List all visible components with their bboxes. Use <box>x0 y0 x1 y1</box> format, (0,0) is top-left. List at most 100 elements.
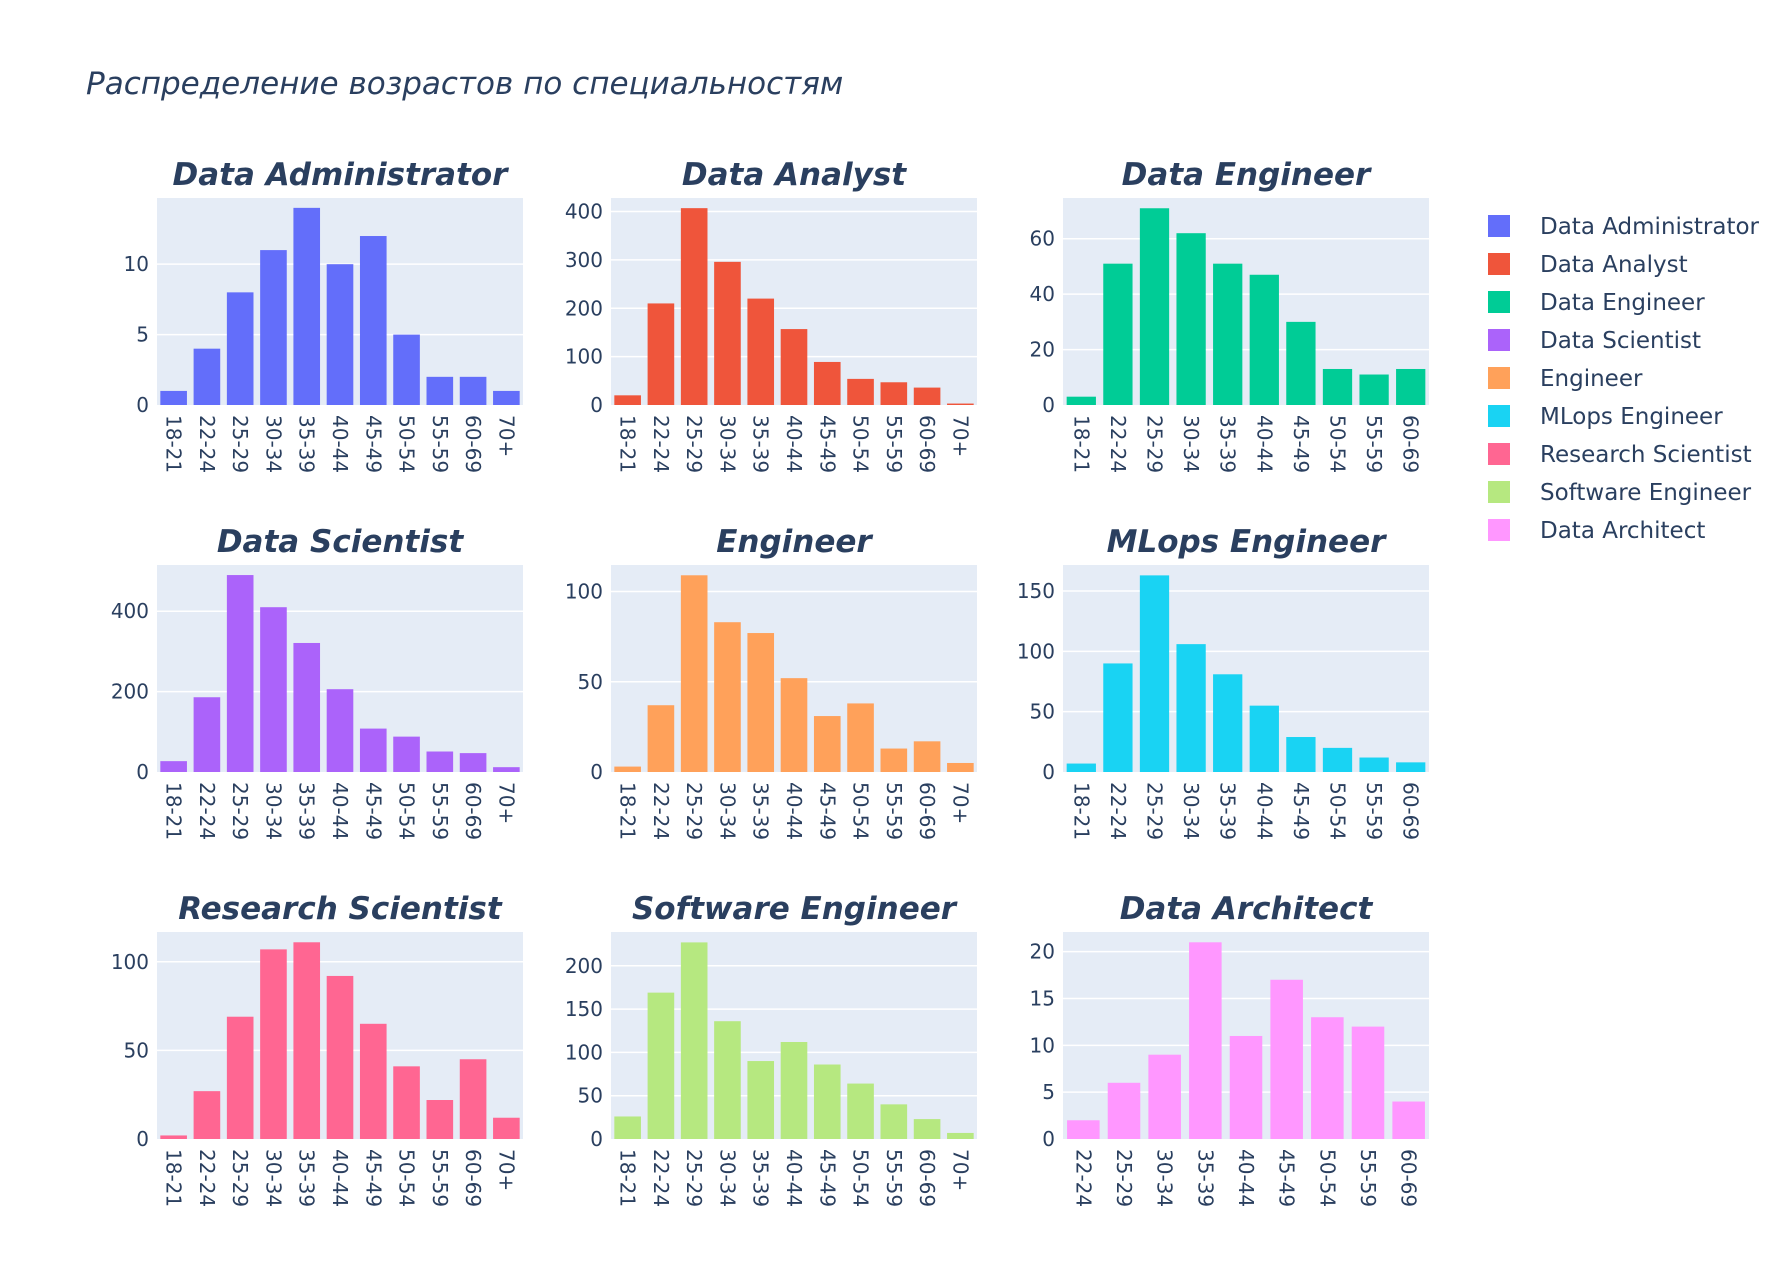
bar-30-34[interactable] <box>1176 644 1206 772</box>
bar-60-69[interactable] <box>1392 1101 1425 1139</box>
bar-40-44[interactable] <box>1249 274 1279 405</box>
bar-25-29[interactable] <box>1139 208 1170 405</box>
bar-70[interactable] <box>947 1132 974 1139</box>
bar-45-49[interactable] <box>359 1023 387 1139</box>
bar-22-24[interactable] <box>193 697 221 772</box>
bar-35-39[interactable] <box>747 298 775 405</box>
bar-40-44[interactable] <box>1229 1035 1263 1139</box>
legend-item-mlops-engineer[interactable]: MLops Engineer <box>1488 404 1723 430</box>
bar-35-39[interactable] <box>1213 674 1243 772</box>
legend-item-engineer[interactable]: Engineer <box>1488 366 1643 392</box>
bar-30-34[interactable] <box>260 607 287 772</box>
bar-30-34[interactable] <box>260 250 287 405</box>
bar-45-49[interactable] <box>813 716 841 772</box>
bar-60-69[interactable] <box>459 1059 487 1139</box>
bar-60-69[interactable] <box>459 376 487 405</box>
bar-25-29[interactable] <box>680 942 708 1139</box>
bar-18-21[interactable] <box>614 395 641 405</box>
bar-40-44[interactable] <box>780 678 808 772</box>
bar-45-49[interactable] <box>1286 321 1316 405</box>
legend-item-research-scientist[interactable]: Research Scientist <box>1488 442 1752 468</box>
bar-70[interactable] <box>493 1117 520 1139</box>
bar-40-44[interactable] <box>326 689 354 772</box>
bar-18-21[interactable] <box>614 1116 641 1139</box>
bar-25-29[interactable] <box>680 208 708 405</box>
bar-22-24[interactable] <box>647 992 675 1139</box>
bar-45-49[interactable] <box>359 236 387 405</box>
bar-60-69[interactable] <box>1396 368 1426 405</box>
bar-40-44[interactable] <box>780 329 808 405</box>
bar-55-59[interactable] <box>426 751 454 772</box>
bar-55-59[interactable] <box>1351 1026 1385 1139</box>
bar-45-49[interactable] <box>1286 737 1316 772</box>
bar-40-44[interactable] <box>1249 705 1279 772</box>
bar-18-21[interactable] <box>1066 396 1096 405</box>
bar-60-69[interactable] <box>459 753 487 772</box>
bar-22-24[interactable] <box>647 303 675 405</box>
bar-50-54[interactable] <box>393 334 420 405</box>
bar-50-54[interactable] <box>1322 368 1353 405</box>
bar-45-49[interactable] <box>813 1064 841 1139</box>
bar-18-21[interactable] <box>614 766 641 772</box>
bar-35-39[interactable] <box>293 207 321 405</box>
bar-40-44[interactable] <box>326 264 354 405</box>
bar-60-69[interactable] <box>913 387 941 405</box>
bar-55-59[interactable] <box>880 1104 908 1139</box>
bar-55-59[interactable] <box>1359 757 1389 772</box>
bar-55-59[interactable] <box>426 376 454 405</box>
bar-35-39[interactable] <box>747 1061 775 1139</box>
bar-55-59[interactable] <box>426 1100 454 1139</box>
bar-35-39[interactable] <box>747 633 775 772</box>
bar-22-24[interactable] <box>1103 663 1133 772</box>
bar-25-29[interactable] <box>226 575 254 772</box>
bar-45-49[interactable] <box>359 728 387 772</box>
bar-25-29[interactable] <box>226 292 254 405</box>
legend-item-data-analyst[interactable]: Data Analyst <box>1488 252 1688 278</box>
bar-35-39[interactable] <box>293 942 321 1139</box>
bar-45-49[interactable] <box>813 361 841 405</box>
bar-50-54[interactable] <box>847 378 874 405</box>
bar-50-54[interactable] <box>393 736 420 772</box>
bar-18-21[interactable] <box>160 761 187 772</box>
bar-40-44[interactable] <box>326 975 354 1139</box>
bar-22-24[interactable] <box>647 705 675 772</box>
bar-55-59[interactable] <box>880 748 908 772</box>
bar-50-54[interactable] <box>393 1066 420 1139</box>
bar-30-34[interactable] <box>714 261 741 405</box>
legend[interactable]: Data Administrator Data Analyst Data Engin… <box>1488 214 1760 544</box>
bar-22-24[interactable] <box>193 1091 221 1139</box>
bar-25-29[interactable] <box>1139 575 1170 772</box>
bar-50-54[interactable] <box>847 703 874 772</box>
bar-25-29[interactable] <box>1107 1082 1141 1139</box>
bar-40-44[interactable] <box>780 1041 808 1139</box>
bar-18-21[interactable] <box>1066 763 1096 772</box>
bar-45-49[interactable] <box>1270 979 1303 1139</box>
bar-18-21[interactable] <box>160 390 187 405</box>
bar-30-34[interactable] <box>714 1021 741 1139</box>
bar-60-69[interactable] <box>913 741 941 772</box>
bar-22-24[interactable] <box>1067 1120 1100 1139</box>
bar-70[interactable] <box>947 403 974 405</box>
bar-35-39[interactable] <box>293 642 321 772</box>
legend-item-data-engineer[interactable]: Data Engineer <box>1488 290 1705 316</box>
bar-70[interactable] <box>493 767 520 772</box>
legend-item-data-architect[interactable]: Data Architect <box>1488 518 1705 544</box>
bar-70[interactable] <box>493 390 520 405</box>
bar-35-39[interactable] <box>1189 942 1222 1139</box>
bar-30-34[interactable] <box>260 949 287 1139</box>
bar-60-69[interactable] <box>1396 762 1426 772</box>
bar-50-54[interactable] <box>1322 747 1353 772</box>
legend-item-data-administrator[interactable]: Data Administrator <box>1488 214 1760 240</box>
bar-18-21[interactable] <box>160 1135 187 1139</box>
bar-25-29[interactable] <box>680 575 708 772</box>
bar-70[interactable] <box>947 762 974 772</box>
bar-35-39[interactable] <box>1213 263 1243 405</box>
bar-55-59[interactable] <box>1359 374 1389 405</box>
bar-30-34[interactable] <box>714 622 741 772</box>
bar-22-24[interactable] <box>193 348 221 405</box>
legend-item-data-scientist[interactable]: Data Scientist <box>1488 328 1701 354</box>
bar-60-69[interactable] <box>913 1119 941 1139</box>
bar-55-59[interactable] <box>880 382 908 405</box>
bar-50-54[interactable] <box>847 1083 874 1139</box>
bar-25-29[interactable] <box>226 1016 254 1139</box>
